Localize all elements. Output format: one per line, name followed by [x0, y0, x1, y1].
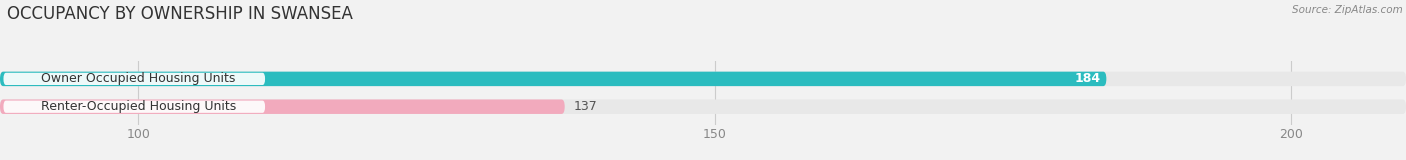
FancyBboxPatch shape: [3, 101, 266, 113]
Text: 184: 184: [1074, 72, 1101, 85]
FancyBboxPatch shape: [3, 73, 266, 85]
FancyBboxPatch shape: [0, 72, 1107, 86]
Text: Source: ZipAtlas.com: Source: ZipAtlas.com: [1292, 5, 1403, 15]
FancyBboxPatch shape: [0, 72, 1406, 86]
FancyBboxPatch shape: [0, 100, 565, 114]
Text: Renter-Occupied Housing Units: Renter-Occupied Housing Units: [41, 100, 236, 113]
Text: OCCUPANCY BY OWNERSHIP IN SWANSEA: OCCUPANCY BY OWNERSHIP IN SWANSEA: [7, 5, 353, 23]
Text: Owner Occupied Housing Units: Owner Occupied Housing Units: [41, 72, 235, 85]
FancyBboxPatch shape: [0, 100, 1406, 114]
Text: 137: 137: [574, 100, 598, 113]
